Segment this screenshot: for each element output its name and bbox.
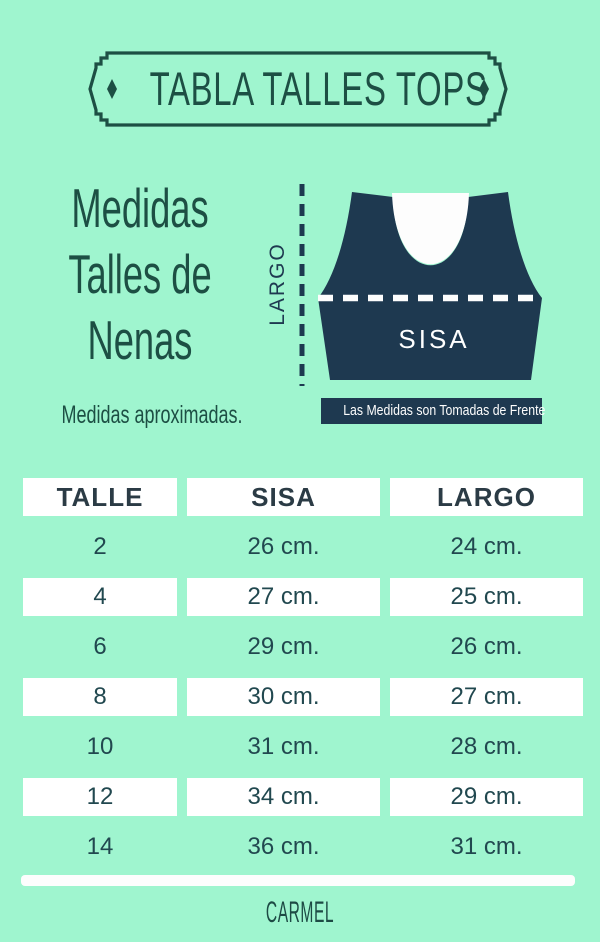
title-frame: TABLA TALLES TOPS [86, 50, 510, 128]
sisa-value: 27 cm. [187, 578, 380, 616]
table-row: 4 27 cm. 25 cm. [23, 578, 583, 616]
talle-value: 10 [86, 733, 114, 760]
table-row: 8 30 cm. 27 cm. [23, 678, 583, 716]
sisa-value: 31 cm. [247, 733, 320, 760]
neckline-cutout [392, 193, 469, 265]
table-row: 10 31 cm. 28 cm. [23, 728, 583, 766]
talle-value: 14 [86, 833, 114, 860]
largo-value: 25 cm. [390, 578, 583, 616]
column-header-sisa: SISA [187, 478, 380, 516]
diamond-left-icon [107, 79, 117, 99]
column-header-talle: TALLE [23, 478, 177, 516]
table-row: 2 26 cm. 24 cm. [23, 528, 583, 566]
intro-heading-line: Medidas [71, 177, 209, 239]
frame-outline [88, 51, 508, 127]
page-title: TABLA TALLES TOPS [149, 62, 488, 115]
sisa-value: 30 cm. [187, 678, 380, 716]
table-row: 12 34 cm. 29 cm. [23, 778, 583, 816]
diamond-right-icon [479, 79, 489, 99]
largo-value: 26 cm. [450, 633, 523, 660]
footer-divider [21, 875, 575, 886]
largo-value: 27 cm. [390, 678, 583, 716]
largo-value: 24 cm. [450, 533, 523, 560]
largo-value: 28 cm. [450, 733, 523, 760]
intro-heading-line: Talles de [68, 243, 212, 305]
largo-measure-label: LARGO [266, 242, 289, 326]
brand-logo-text: CARMEL [265, 896, 335, 929]
talle-value: 2 [93, 533, 107, 560]
table-row: 6 29 cm. 26 cm. [23, 628, 583, 666]
intro-heading-line: Nenas [87, 309, 193, 371]
column-header-largo: LARGO [390, 478, 583, 516]
intro-heading: Medidas Talles de Nenas [15, 175, 265, 373]
sisa-value: 26 cm. [247, 533, 320, 560]
measurement-note-banner: Las Medidas son Tomadas de Frente [321, 398, 546, 424]
measurement-note-text: Las Medidas son Tomadas de Frente [343, 402, 546, 419]
largo-value: 29 cm. [390, 778, 583, 816]
talle-value: 8 [23, 678, 177, 716]
sisa-value: 29 cm. [247, 633, 320, 660]
talle-value: 6 [93, 633, 107, 660]
largo-value: 31 cm. [450, 833, 523, 860]
table-header-row: TALLE SISA LARGO [23, 478, 583, 516]
talle-value: 12 [23, 778, 177, 816]
sisa-value: 34 cm. [187, 778, 380, 816]
tank-top-shape [318, 192, 542, 380]
talle-value: 4 [23, 578, 177, 616]
size-table: TALLE SISA LARGO 2 26 cm. 24 cm. 4 27 cm… [23, 478, 583, 878]
tank-top-diagram [299, 184, 542, 386]
sisa-value: 36 cm. [247, 833, 320, 860]
title-frame-border [88, 51, 508, 127]
intro-subheading: Medidas aproximadas. [61, 401, 243, 429]
sisa-measure-label: SISA [398, 324, 470, 354]
table-row: 14 36 cm. 31 cm. [23, 828, 583, 866]
